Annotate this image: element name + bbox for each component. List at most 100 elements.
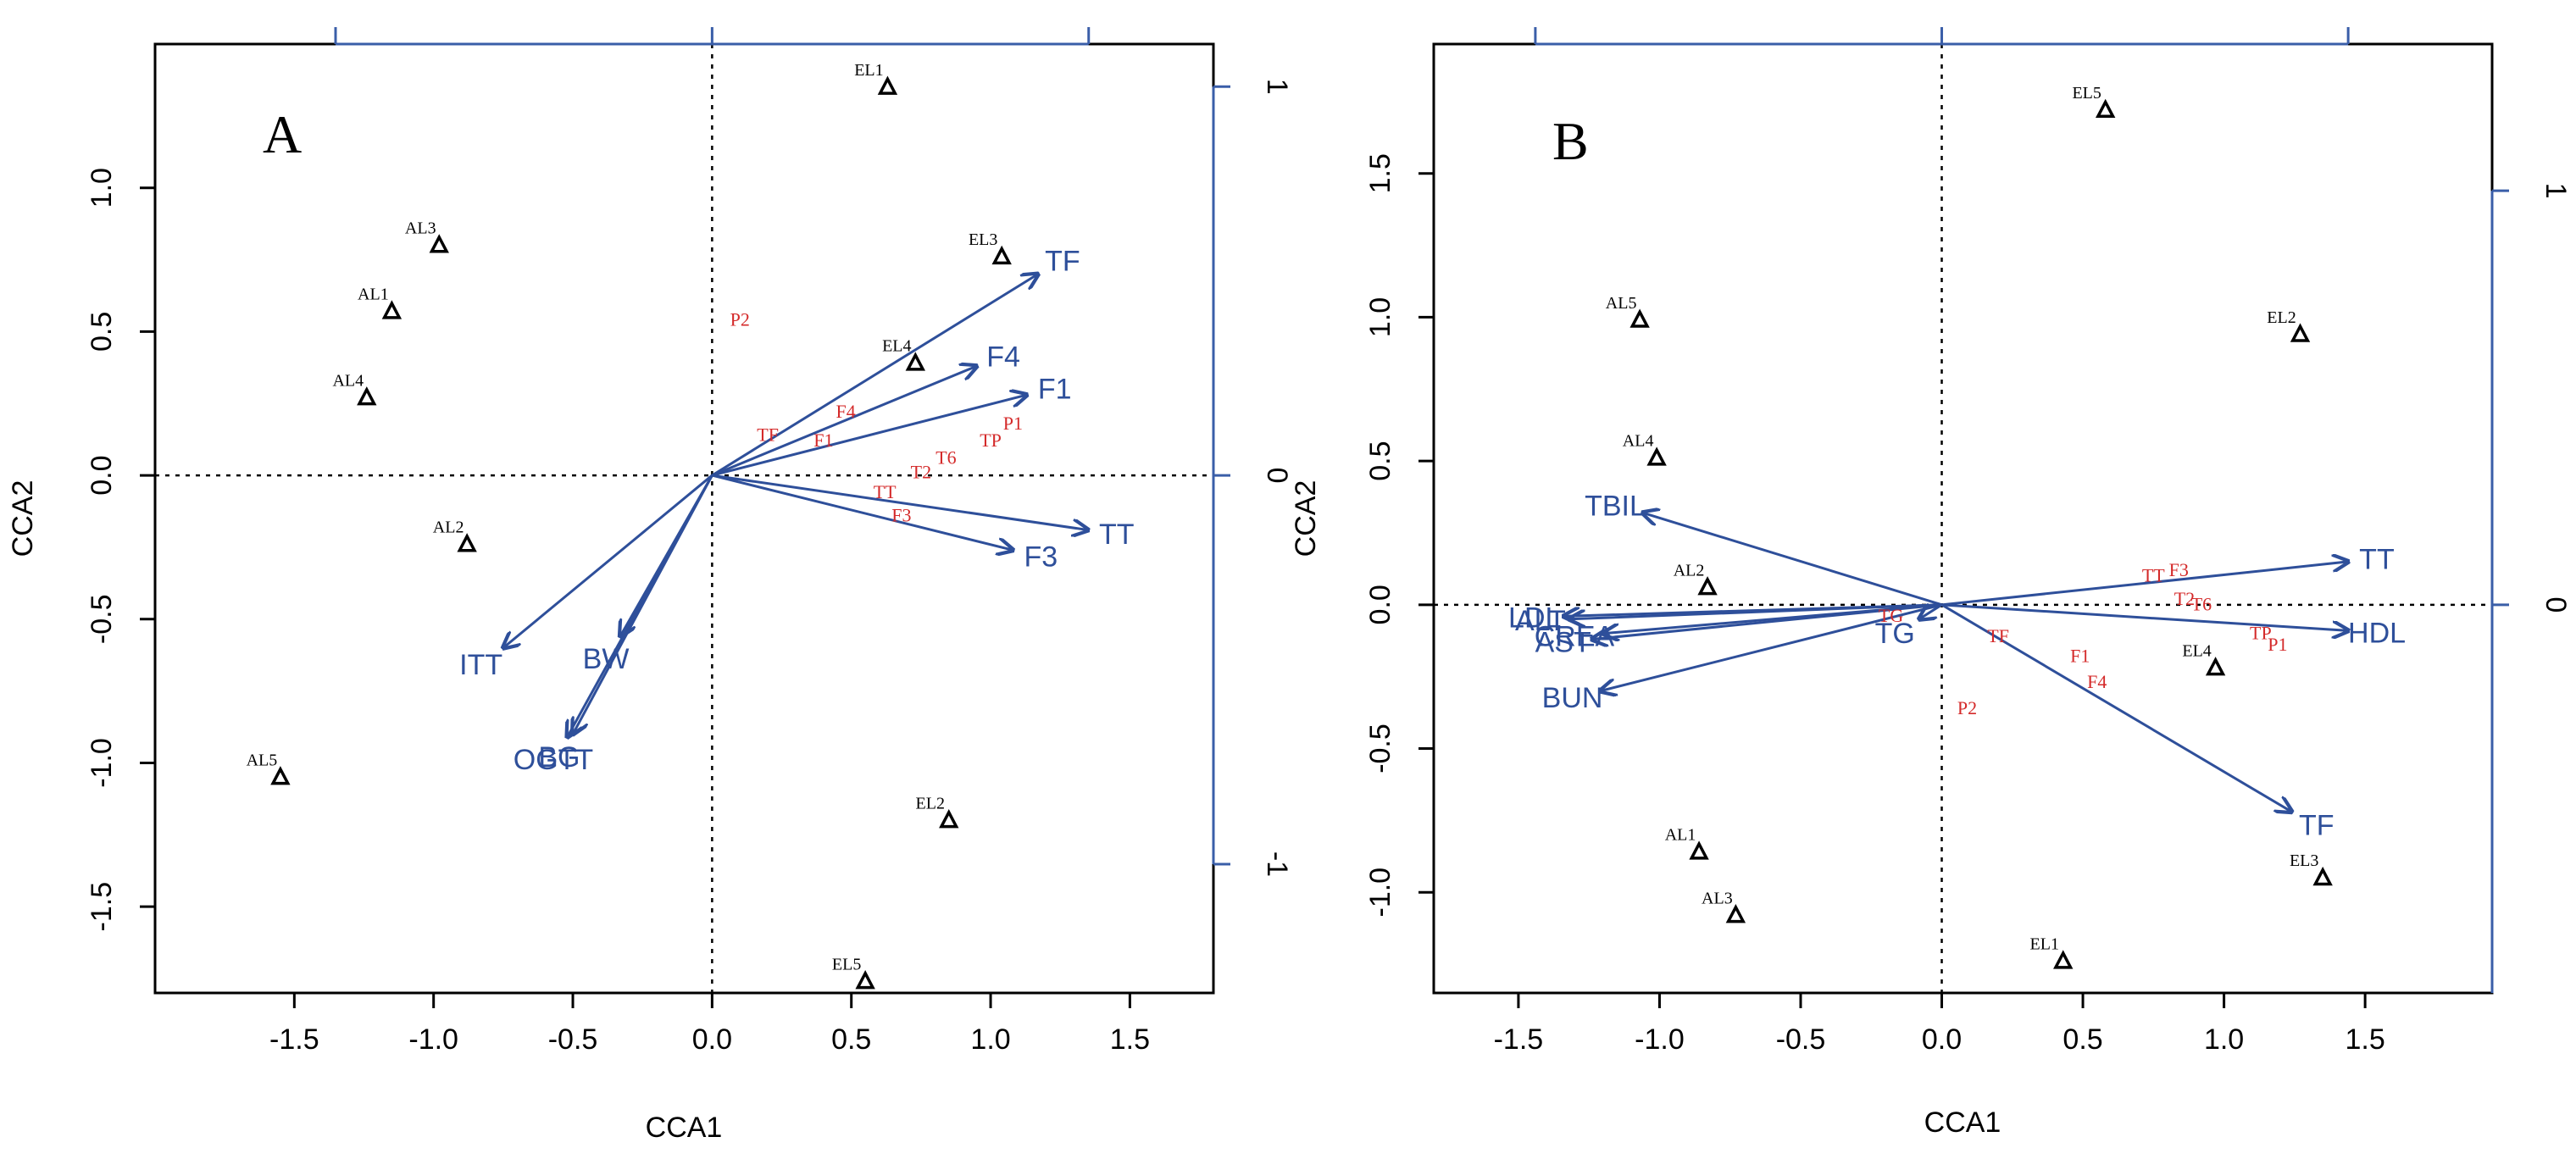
site-marker	[1689, 840, 1709, 860]
site-marker	[381, 300, 402, 319]
right-secondary-tick-label: -1	[1261, 851, 1293, 877]
y-tick-label: 1.5	[1364, 153, 1396, 193]
x-tick-label: -1.0	[408, 1023, 458, 1056]
env-vector-label: TBIL	[1585, 490, 1646, 522]
x-tick-label: 0.0	[692, 1023, 732, 1056]
env-vector-label: TT	[2359, 544, 2395, 576]
env-vector-arrow	[567, 474, 713, 737]
species-label: P2	[730, 309, 750, 330]
site-marker	[270, 766, 291, 785]
env-vector-label: AST	[1535, 626, 1591, 658]
env-vector-label: OGTT	[514, 744, 593, 776]
x-axis-title: CCA1	[646, 1112, 723, 1144]
species-label: F1	[2070, 646, 2090, 667]
env-vector-label: F4	[986, 341, 1020, 374]
env-vector-label: TF	[2299, 809, 2334, 841]
site-label: AL2	[433, 518, 464, 537]
species-label: T2	[911, 461, 931, 482]
x-tick-label: -1.5	[1494, 1023, 1544, 1056]
right-secondary-tick-label: 1	[2540, 183, 2572, 199]
site-marker	[877, 75, 898, 95]
site-label: EL5	[832, 955, 861, 973]
species-label: TT	[874, 481, 897, 502]
x-axis-title: CCA1	[1924, 1106, 2001, 1139]
site-marker	[429, 234, 449, 253]
species-label: TP	[980, 430, 1002, 451]
env-vector-label: BUN	[1542, 682, 1603, 714]
site-marker	[1725, 903, 1746, 923]
x-tick-label: -0.5	[1776, 1023, 1826, 1056]
env-vector-label: HDL	[2348, 617, 2406, 649]
site-label: AL1	[1665, 826, 1696, 845]
site-marker	[2205, 657, 2226, 676]
species-label: F1	[813, 430, 833, 451]
env-vector-label: ALT	[1515, 605, 1566, 637]
site-marker	[905, 352, 926, 371]
y-tick-label: 0.0	[1364, 585, 1396, 624]
species-label: TF	[1987, 625, 2009, 646]
env-vector-label: BG	[538, 741, 580, 774]
site-marker	[939, 808, 959, 829]
species-label: T6	[935, 447, 956, 469]
site-marker	[1697, 576, 1718, 596]
site-label: AL5	[247, 751, 278, 769]
species-label: P1	[1003, 413, 1023, 434]
y-tick-label: 0.5	[1364, 441, 1396, 480]
y-axis-title: CCA2	[7, 480, 39, 557]
y-tick-label: 1.0	[1364, 297, 1396, 337]
site-label: EL5	[2072, 84, 2101, 103]
site-label: AL1	[358, 286, 389, 304]
x-tick-label: 0.5	[2062, 1023, 2102, 1056]
y-axis-title: CCA2	[1290, 480, 1322, 557]
site-marker	[457, 533, 477, 552]
y-tick-label: -0.5	[86, 594, 118, 644]
y-tick-label: 1.0	[86, 168, 118, 208]
species-label: F4	[836, 401, 856, 422]
env-vector-arrow	[1592, 603, 1942, 640]
x-tick-label: 1.0	[2204, 1023, 2244, 1056]
site-label: EL3	[2290, 851, 2318, 870]
env-vector-label: ITT	[459, 649, 502, 681]
site-label: AL2	[1674, 561, 1705, 580]
site-label: AL3	[1702, 889, 1733, 907]
site-label: AL4	[1623, 432, 1654, 451]
panel-b: -1.5 -1.0 -0.5 0.0 0.5 1.0 1.5 -1.0 -0.5 0.0 0.5 1.…	[1290, 27, 2572, 1139]
x-tick-label: 1.0	[970, 1023, 1010, 1056]
site-label: EL4	[2182, 641, 2211, 660]
env-vector-arrow	[503, 474, 713, 648]
x-tick-label: 0.5	[831, 1023, 871, 1056]
env-vector-label: TG	[1875, 618, 1915, 650]
species-label: TG	[1879, 605, 1903, 626]
species-label: TF	[757, 424, 779, 445]
env-vector-label: F1	[1038, 374, 1072, 406]
site-marker	[357, 386, 377, 406]
site-label: EL4	[882, 337, 911, 356]
x-tick-label: -1.0	[1635, 1023, 1685, 1056]
species-label: P2	[1957, 697, 1977, 718]
env-vector-arrow	[1941, 603, 2349, 631]
y-tick-label: -0.5	[1364, 724, 1396, 774]
x-tick-label: 1.5	[2345, 1023, 2384, 1056]
env-vector-label: TT	[1099, 518, 1135, 551]
y-tick-label: -1.5	[86, 882, 118, 932]
site-marker	[1646, 446, 1667, 466]
site-label: EL1	[854, 61, 883, 80]
panel-label: B	[1552, 111, 1589, 171]
env-vector-label: TF	[1045, 246, 1080, 278]
species-label: P1	[2268, 634, 2287, 655]
site-marker	[2290, 323, 2311, 342]
species-label: TP	[2250, 623, 2272, 644]
site-marker	[991, 245, 1012, 265]
x-tick-label: 0.0	[1922, 1023, 1962, 1056]
species-label: F3	[2169, 559, 2189, 580]
right-secondary-tick-label: 1	[1261, 79, 1293, 95]
site-marker	[1629, 308, 1650, 328]
site-label: AL5	[1606, 294, 1637, 313]
y-tick-label: -1.0	[86, 738, 118, 788]
env-vector-arrow	[1642, 513, 1942, 607]
right-secondary-tick-label: 0	[2540, 596, 2572, 613]
species-label: T6	[2191, 594, 2212, 615]
species-label: TT	[2142, 565, 2165, 586]
env-vector-label: F3	[1024, 541, 1058, 574]
